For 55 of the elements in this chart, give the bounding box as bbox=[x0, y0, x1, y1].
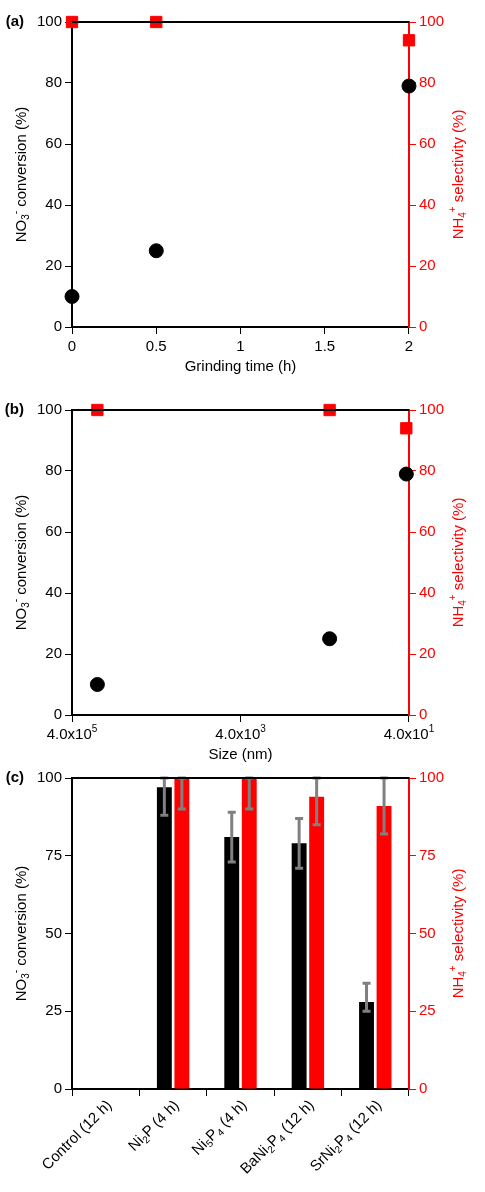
y2-tick-label: 75 bbox=[418, 845, 436, 863]
y-tick-label: 60 bbox=[45, 522, 63, 540]
x-tick-label: 1.5 bbox=[314, 337, 336, 355]
x-axis-title: Size (nm) bbox=[208, 745, 273, 763]
y-tick-label: 50 bbox=[45, 923, 63, 941]
y2-tick-label: 0 bbox=[418, 705, 428, 723]
y-tick-label: 80 bbox=[45, 461, 63, 479]
y-tick-label: 100 bbox=[37, 12, 63, 30]
y2-tick-label: 20 bbox=[418, 256, 436, 274]
point bbox=[148, 243, 164, 259]
x-tick-label: Ni5P4 (4 h) bbox=[187, 1096, 250, 1158]
y2-tick-label: 100 bbox=[418, 768, 444, 786]
y-axis-title: NO3- conversion (%) bbox=[10, 106, 32, 243]
y2-axis-title: NH4+ selectivity (%) bbox=[447, 109, 469, 240]
y-tick-label: 20 bbox=[45, 644, 63, 662]
x-tick-label: 0 bbox=[67, 337, 77, 355]
y-tick-label: 40 bbox=[45, 195, 63, 213]
y-tick-label: 100 bbox=[37, 400, 63, 418]
x-tick-label: 2 bbox=[404, 337, 414, 355]
y-tick-label: 20 bbox=[45, 256, 63, 274]
y-tick-label: 60 bbox=[45, 134, 63, 152]
y-tick-label: 100 bbox=[37, 768, 63, 786]
point bbox=[401, 78, 417, 94]
y2-axis-title: NH4+ selectivity (%) bbox=[447, 497, 469, 628]
y2-tick-label: 0 bbox=[418, 1079, 428, 1097]
y-tick-label: 0 bbox=[53, 1079, 63, 1097]
y2-tick-label: 25 bbox=[418, 1001, 436, 1019]
y-axis-title: NO3- conversion (%) bbox=[10, 494, 32, 631]
point bbox=[64, 289, 80, 304]
y2-tick-label: 50 bbox=[418, 923, 436, 941]
chart-title: (c) bbox=[5, 768, 25, 786]
y2-tick-label: 60 bbox=[418, 522, 436, 540]
y2-tick-label: 80 bbox=[418, 73, 436, 91]
y-tick-label: 80 bbox=[45, 73, 63, 91]
y2-tick-label: 20 bbox=[418, 644, 436, 662]
y2-tick-label: 100 bbox=[418, 400, 444, 418]
y-tick-label: 0 bbox=[53, 317, 63, 335]
y-tick-label: 40 bbox=[45, 583, 63, 601]
y2-tick-label: 80 bbox=[418, 461, 436, 479]
y2-tick-label: 40 bbox=[418, 195, 436, 213]
x-tick-label: 1 bbox=[236, 337, 245, 355]
y2-tick-label: 0 bbox=[418, 317, 428, 335]
y-axis-title: NO3- conversion (%) bbox=[10, 865, 32, 1002]
y2-tick-label: 100 bbox=[418, 12, 444, 30]
y2-axis-title: NH4+ selectivity (%) bbox=[447, 868, 469, 999]
x-tick-label: Ni2P (4 h) bbox=[124, 1096, 182, 1154]
y-tick-label: 0 bbox=[53, 705, 63, 723]
x-tick-label: 0.5 bbox=[145, 337, 167, 355]
x-axis-title: Grinding time (h) bbox=[184, 357, 297, 375]
chart-title: (a) bbox=[5, 12, 25, 30]
y2-tick-label: 60 bbox=[418, 134, 436, 152]
y2-tick-label: 40 bbox=[418, 583, 436, 601]
y-tick-label: 75 bbox=[45, 845, 63, 863]
chart-title: (b) bbox=[4, 400, 25, 418]
y-tick-label: 25 bbox=[45, 1001, 63, 1019]
